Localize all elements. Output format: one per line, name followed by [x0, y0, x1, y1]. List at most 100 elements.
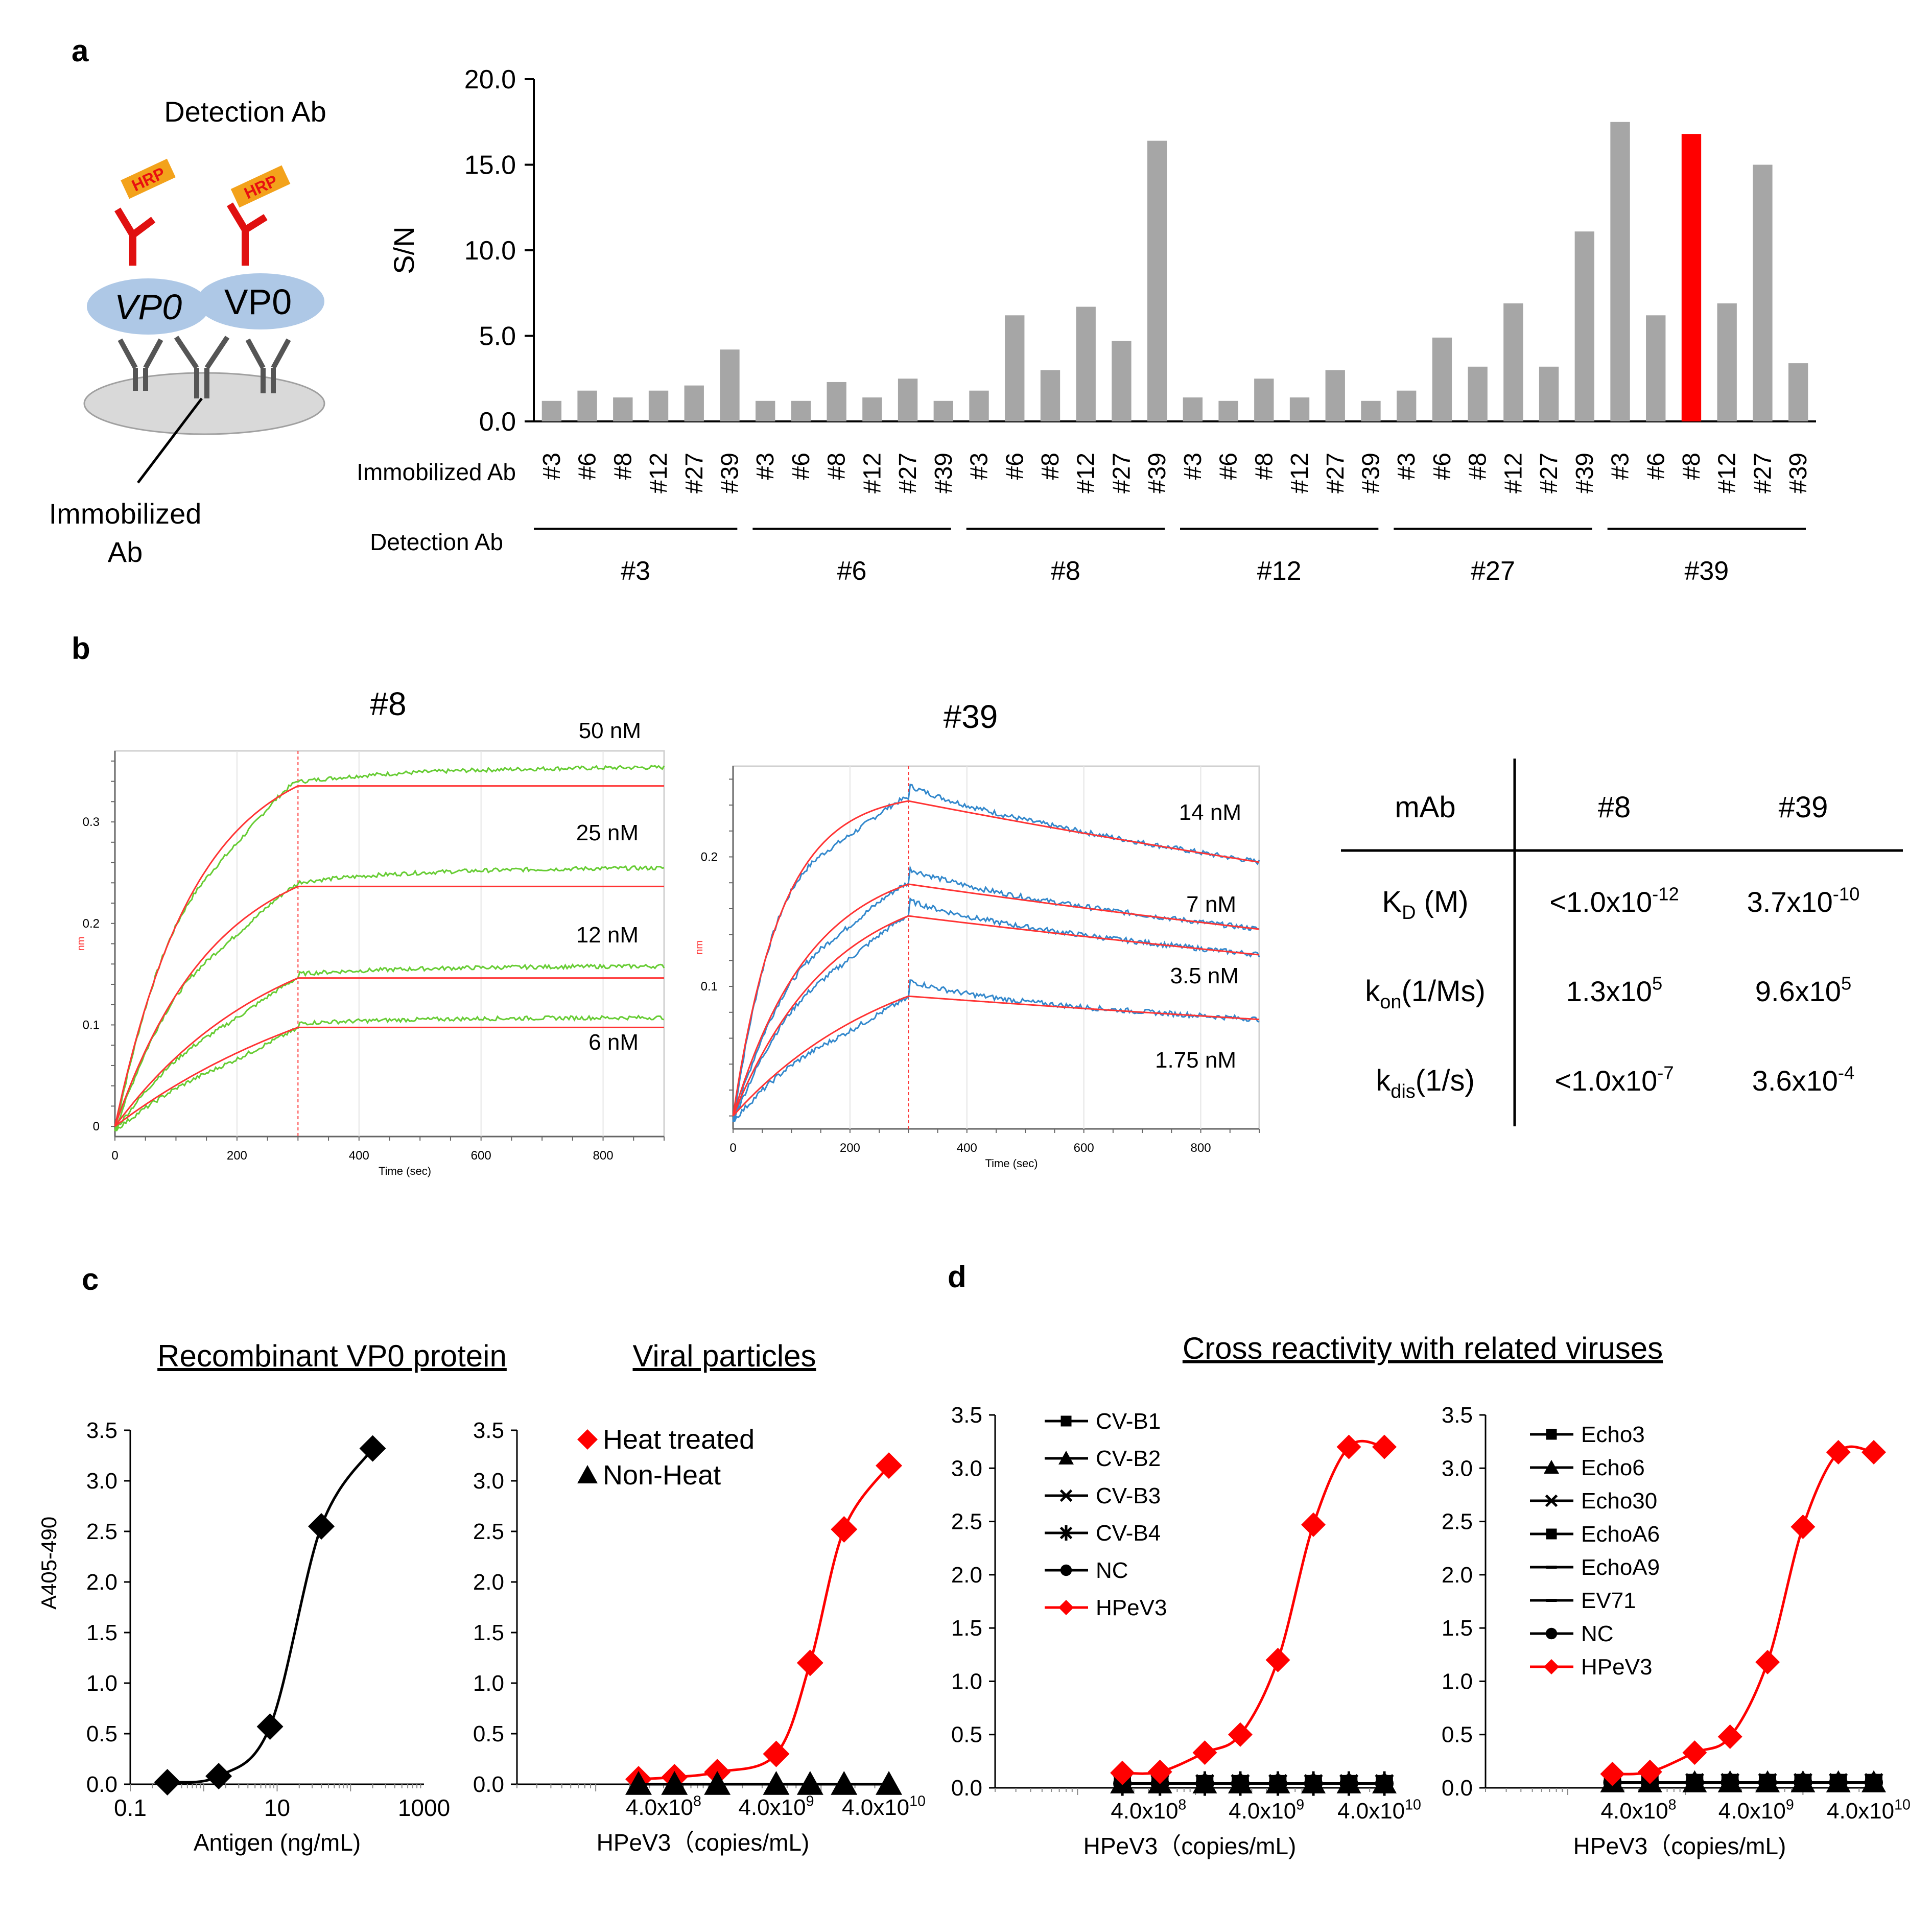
circle-marker — [1721, 1773, 1739, 1792]
circle-marker — [1545, 1627, 1558, 1640]
table-param-label: KD (M) — [1382, 885, 1468, 924]
circle-marker — [1339, 1774, 1358, 1793]
concentration-label: 7 nM — [1186, 892, 1236, 917]
sensorgram-trace — [732, 865, 1260, 1122]
plot-y-tick-label: 3.5 — [473, 1418, 504, 1443]
plot-y-tick-label: 3.0 — [951, 1456, 982, 1481]
bar-category-label: #6 — [574, 453, 601, 480]
plot-x-tick-label: 4.0x109 — [738, 1793, 814, 1820]
viral-particles-curve: 0.0 0.5 1.0 1.5 2.0 2.5 3.0 3.5 4.0x108 4.0x109 4.… — [473, 1418, 926, 1856]
bar-category-label: #12 — [1714, 453, 1741, 493]
row-label-detection: Detection Ab — [370, 529, 503, 555]
bar-category-label: #6 — [788, 453, 815, 480]
legend-label: CV-B4 — [1096, 1521, 1161, 1546]
sensorgram-39: #39 0 200 400 600 800 0.1 0.2 Time (sec) nm 14 nM… — [694, 698, 1260, 1170]
sensorgram-trace — [733, 979, 1260, 1122]
plot-x-tick-label: 4.0x108 — [1601, 1797, 1677, 1824]
triangle-marker — [577, 1465, 598, 1483]
sensorgram-fit-curve — [732, 995, 1260, 1117]
plot-y-tick-label: 0.5 — [1442, 1722, 1473, 1747]
concentration-label: 12 nM — [576, 923, 639, 948]
triangle-marker — [876, 1771, 902, 1795]
diamond-marker — [1637, 1759, 1662, 1784]
square-marker — [1061, 1415, 1072, 1427]
bar — [1717, 303, 1737, 421]
bar-category-label: #3 — [966, 453, 993, 480]
diamond-marker — [1600, 1761, 1625, 1786]
bar-category-label: #27 — [1749, 453, 1776, 493]
plot-y-tick-label: 0.0 — [951, 1776, 982, 1801]
bar — [1183, 397, 1203, 421]
diamond-marker — [1682, 1740, 1707, 1765]
legend-label: EV71 — [1581, 1588, 1636, 1613]
diamond-marker — [1372, 1434, 1397, 1459]
bar-category-label: #8 — [1465, 453, 1492, 480]
bar — [1681, 134, 1702, 421]
sensorgram-fit-curve — [114, 885, 664, 1127]
bar — [1254, 379, 1274, 421]
bar — [1468, 366, 1488, 421]
kinetics-table: mAb #8 #39 KD (M) <1.0x10-12 3.7x10-10 kon(… — [1341, 759, 1903, 1126]
diamond-marker — [1544, 1659, 1559, 1674]
bar-y-tick-label: 10.0 — [464, 236, 516, 266]
table-value-8: 1.3x105 — [1566, 973, 1662, 1007]
bar-y-axis-title: S/N — [388, 226, 420, 274]
bar-category-label: #3 — [752, 453, 779, 480]
plot-y-tick-label: 3.5 — [1442, 1403, 1473, 1428]
plot-x-title: HPeV3（copies/mL) — [1573, 1833, 1786, 1859]
bar — [756, 400, 775, 421]
circle-marker — [1060, 1564, 1072, 1576]
table-header-mab: mAb — [1395, 791, 1455, 824]
circle-marker — [1829, 1773, 1848, 1792]
diamond-marker — [359, 1435, 386, 1462]
sensorgram-x-tick-label: 200 — [227, 1149, 247, 1163]
bar-y-tick-label: 20.0 — [464, 65, 516, 94]
circle-marker — [1231, 1774, 1250, 1793]
triangle-marker — [1058, 1451, 1074, 1464]
legend-label: Echo30 — [1581, 1488, 1657, 1514]
legend-label: CV-B3 — [1096, 1483, 1161, 1508]
plot-x-tick-label: 4.0x108 — [1111, 1797, 1186, 1824]
bar-category-label: #39 — [1357, 453, 1384, 493]
circle-marker — [1304, 1774, 1323, 1793]
bar — [1610, 122, 1630, 421]
legend-label: Echo3 — [1581, 1422, 1645, 1447]
diamond-marker — [1147, 1759, 1172, 1784]
sensorgram-fit-curve — [732, 915, 1260, 1117]
bar — [1503, 303, 1523, 421]
bar — [1361, 400, 1381, 421]
concentration-label: 1.75 nM — [1155, 1048, 1236, 1073]
diamond-marker — [1301, 1512, 1326, 1537]
triangle-marker — [661, 1771, 688, 1795]
x-marker — [1059, 1489, 1073, 1502]
circle-marker — [1794, 1773, 1812, 1792]
group-label: #12 — [1257, 556, 1302, 586]
bar-y-tick-label: 5.0 — [479, 322, 516, 351]
group-label: #39 — [1684, 556, 1729, 586]
sensorgram-trace — [732, 784, 1260, 1122]
group-label: #8 — [1051, 556, 1080, 586]
plot-y-tick-label: 2.0 — [473, 1570, 504, 1595]
plot-x-title: HPeV3（copies/mL) — [597, 1829, 810, 1856]
sensorgram-y-title: nm — [694, 940, 705, 955]
cross-reactivity-title: Cross reactivity with related viruses — [1183, 1331, 1663, 1365]
plot-y-tick-label: 1.5 — [473, 1620, 504, 1645]
panel-label-c: c — [82, 1262, 99, 1296]
bar-category-label: #8 — [823, 453, 851, 480]
bar — [969, 390, 989, 421]
sensorgram-y-tick-label: 0.2 — [83, 917, 100, 931]
diamond-marker — [1265, 1647, 1290, 1672]
bar — [1005, 315, 1025, 421]
bar — [1218, 400, 1238, 421]
bar-category-label: #12 — [1073, 453, 1100, 493]
legend-label: HPeV3 — [1581, 1655, 1652, 1680]
plot-x-tick-label: 1000 — [398, 1794, 450, 1821]
plot-legend: Echo3 Echo6 Echo30 EchoA6 EchoA9 EV71 NC HPeV3 — [1530, 1422, 1660, 1680]
bar — [613, 397, 633, 421]
bar — [898, 379, 918, 421]
diamond-marker — [1755, 1649, 1780, 1674]
bar — [1147, 140, 1167, 422]
sensorgram-x-title: Time (sec) — [985, 1157, 1038, 1170]
sensorgram-y-tick-label: 0.1 — [701, 980, 718, 994]
sensorgram-x-tick-label: 0 — [729, 1141, 736, 1155]
